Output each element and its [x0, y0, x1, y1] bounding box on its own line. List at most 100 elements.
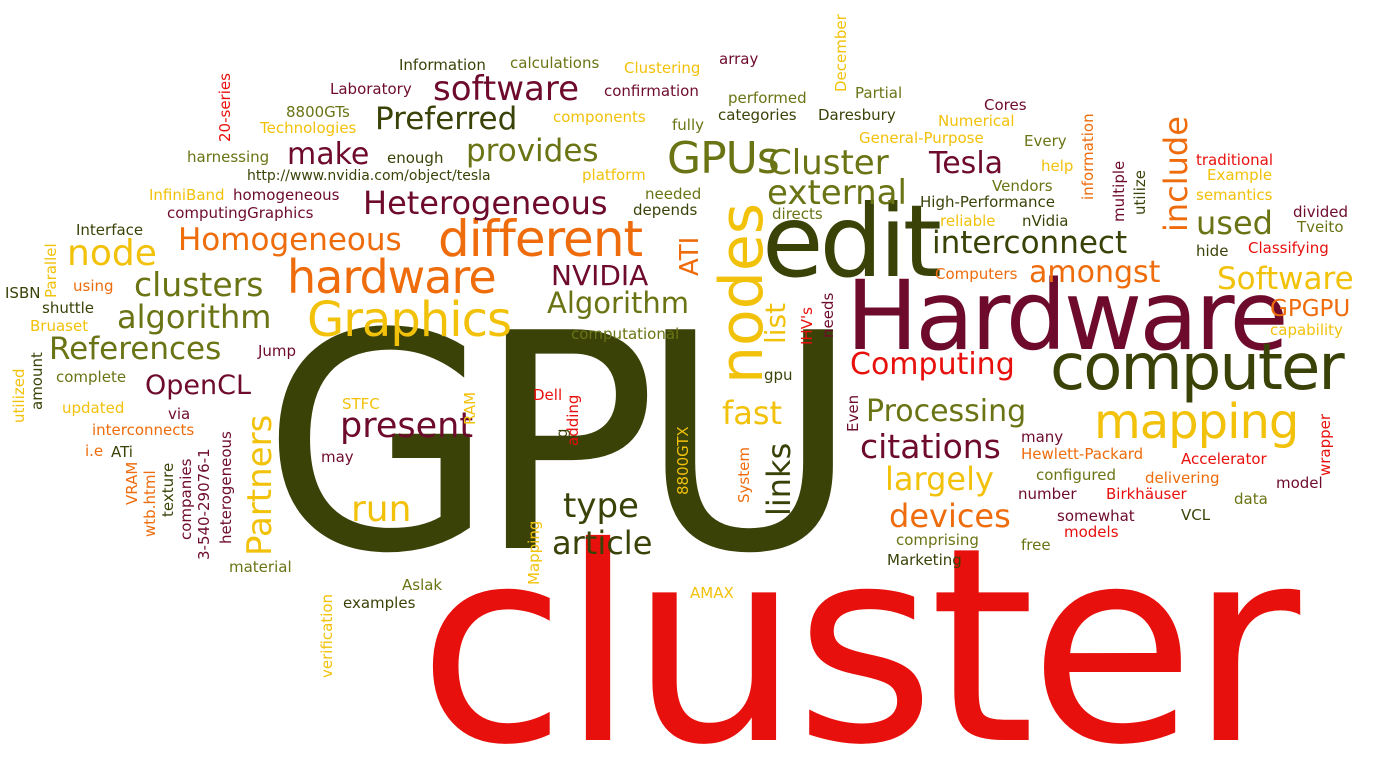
word-software: Software	[1217, 261, 1354, 297]
word-algorithm-cap: Algorithm	[547, 286, 690, 320]
word-dell: Dell	[533, 386, 563, 404]
word-companies: companies	[177, 458, 195, 540]
word-complete: complete	[56, 368, 127, 386]
word-categories: categories	[718, 106, 797, 124]
word-cores: Cores	[984, 96, 1027, 114]
word-nvidia-caps: NVIDIA	[551, 259, 649, 292]
word-cluster: cluster	[418, 489, 1300, 767]
word-processing: Processing	[866, 394, 1027, 429]
word-article: article	[552, 524, 653, 562]
word-vram: VRAM	[123, 461, 141, 505]
word-8800gts: 8800GTs	[286, 103, 350, 121]
word-used: used	[1196, 204, 1273, 242]
word-clusters: clusters	[134, 265, 264, 304]
word-software-top: software	[433, 69, 580, 109]
word-texture: texture	[159, 462, 177, 517]
word-node: node	[67, 233, 157, 274]
word-delivering: delivering	[1145, 469, 1220, 487]
word-computers: Computers	[935, 265, 1018, 283]
word-vendors: Vendors	[992, 177, 1053, 195]
word-utilize: utilize	[1131, 170, 1149, 215]
word-homogeneous-small: homogeneous	[233, 186, 340, 204]
word-comprising: comprising	[896, 531, 979, 549]
word-reliable: reliable	[940, 212, 996, 230]
word-20-series: 20-series	[216, 73, 234, 142]
word-wtb-html: wtb.html	[141, 470, 159, 537]
word-calculations: calculations	[510, 54, 600, 72]
word-updated: updated	[62, 399, 125, 417]
word-configured: configured	[1036, 466, 1116, 484]
word-references: References	[49, 331, 222, 367]
word-gpgpu: GPGPU	[1270, 296, 1351, 322]
word-daresbury: Daresbury	[818, 106, 896, 124]
word-gpus: GPUs	[667, 133, 780, 184]
word-information-vertical: information	[1079, 113, 1097, 200]
word-amount: amount	[28, 352, 46, 410]
word-model: model	[1276, 474, 1323, 492]
word-every: Every	[1024, 132, 1067, 150]
word-adding: adding	[564, 394, 582, 446]
word-shuttle: shuttle	[42, 299, 94, 317]
word-fast: fast	[722, 394, 783, 432]
word-semantics: semantics	[1196, 186, 1273, 204]
word-verification: verification	[318, 593, 336, 678]
word-help: help	[1041, 157, 1074, 175]
word-amax: AMAX	[690, 584, 734, 602]
word-birkhauser: Birkhäuser	[1106, 485, 1187, 503]
word-accelerator: Accelerator	[1181, 450, 1267, 468]
word-example: Example	[1207, 166, 1273, 184]
word-hide: hide	[1196, 242, 1229, 260]
word-edit: edit	[762, 183, 942, 300]
word-needs: needs	[819, 292, 837, 338]
word-mapping-vertical: Mapping	[525, 520, 543, 585]
word-performed: performed	[728, 89, 807, 107]
word-isbn-number: 3-540-29076-1	[195, 448, 213, 560]
word-list: list	[759, 302, 792, 344]
word-may: may	[321, 448, 354, 466]
word-nvidia-url: http://www.nvidia.com/object/tesla	[247, 168, 491, 184]
word-external: external	[767, 173, 907, 213]
word-ihvs: IHV's	[798, 307, 816, 345]
word-aslak: Aslak	[402, 576, 443, 594]
word-i-e: i.e	[85, 442, 104, 460]
word-interconnect: interconnect	[932, 225, 1128, 261]
word-hewlett-packard: Hewlett-Packard	[1021, 445, 1144, 463]
word-directs: directs	[772, 205, 823, 223]
word-platform: platform	[582, 166, 646, 184]
word-algorithm: algorithm	[117, 298, 272, 336]
word-interconnects: interconnects	[92, 421, 195, 439]
word-run: run	[351, 489, 412, 530]
word-cluster-cap: Cluster	[768, 143, 889, 183]
word-nodes: nodes	[707, 203, 777, 384]
word-8800gtx: 8800GTX	[674, 426, 692, 495]
word-multiple: multiple	[1110, 160, 1128, 222]
word-amongst: amongst	[1029, 255, 1161, 290]
word-fully: fully	[672, 116, 704, 134]
word-material: material	[229, 558, 292, 576]
word-ram: RAM	[461, 391, 479, 425]
word-via: via	[168, 405, 191, 423]
word-examples: examples	[343, 594, 416, 612]
word-wrapper: wrapper	[1316, 413, 1334, 476]
word-provides: provides	[466, 133, 599, 169]
word-marketing: Marketing	[887, 551, 962, 569]
word-preferred: Preferred	[375, 101, 518, 137]
word-hardware-large: Hardware	[846, 260, 1288, 372]
word-using: using	[73, 277, 114, 295]
word-hardware: hardware	[287, 250, 497, 304]
word-interface: Interface	[76, 221, 144, 239]
word-numerical: Numerical	[938, 112, 1015, 130]
word-isbn: ISBN	[5, 284, 41, 302]
word-models: models	[1064, 523, 1119, 541]
word-gpu-small: gpu	[764, 366, 793, 384]
word-nvidia-lower: nVidia	[1022, 212, 1069, 230]
word-computer: computer	[1050, 331, 1345, 405]
word-computing: Computing	[850, 347, 1015, 382]
word-enough: enough	[387, 149, 444, 167]
word-tesla: Tesla	[929, 146, 1004, 181]
word-partial: Partial	[855, 84, 903, 102]
word-many: many	[1021, 428, 1064, 446]
word-technologies: Technologies	[260, 119, 357, 137]
word-opencl: OpenCL	[145, 370, 252, 401]
